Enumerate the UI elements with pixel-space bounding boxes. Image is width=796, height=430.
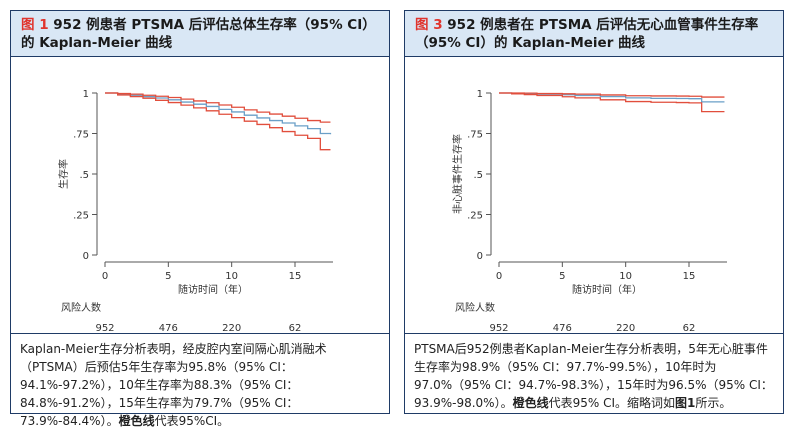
figure-label: 图 3 [415,17,443,33]
caption-tail: 代表95% CI。缩略词如 [548,396,675,410]
x-tick-label: 15 [289,271,302,282]
y-tick-label: .75 [467,130,483,141]
y-tick-label: .5 [473,170,483,181]
risk-count: 952 [95,323,114,333]
figure-title-text: 952 例患者在 PTSMA 后评估无心血管事件生存率（95% CI）的 Kap… [415,17,759,51]
caption-text: Kaplan-Meier生存分析表明，经皮腔内室间隔心肌消融术（PTSMA）后预… [20,342,327,428]
x-tick-label: 5 [559,271,565,282]
x-tick-label: 5 [165,271,171,282]
x-tick-label: 0 [102,271,108,282]
y-axis-label: 生存率 [57,159,70,189]
figure-title-text: 952 例患者 PTSMA 后评估总体生存率（95% CI）的 Kaplan-M… [21,17,376,51]
risk-count: 476 [553,323,572,333]
y-tick-label: 1 [83,89,89,100]
y-axis-label: 非心脏事件生存率 [451,134,464,214]
x-tick-label: 10 [225,271,238,282]
km-line-ci_upper [499,92,725,98]
x-tick-label: 0 [496,271,502,282]
figure-title: 图 3 952 例患者在 PTSMA 后评估无心血管事件生存率（95% CI）的… [405,11,783,57]
caption-bold-ref: 图1 [675,396,696,410]
figure-label: 图 1 [21,17,49,33]
y-tick-label: .25 [73,211,89,222]
risk-count: 220 [222,323,241,333]
figure-panel-3: 图 3 952 例患者在 PTSMA 后评估无心血管事件生存率（95% CI）的… [404,10,784,414]
km-line-estimate [105,92,332,135]
risk-table-title: 风险人数 [61,301,101,314]
km-line-ci_lower [499,92,725,113]
x-tick-label: 15 [683,271,696,282]
figure-panel-1: 图 1 952 例患者 PTSMA 后评估总体生存率（95% CI）的 Kapl… [10,10,390,428]
y-tick-label: .5 [79,170,89,181]
risk-table-title: 风险人数 [455,301,495,314]
km-line-ci_upper [105,92,331,123]
figure-caption: PTSMA后952例患者Kaplan-Meier生存分析表明，5年无心脏事件生存… [405,333,783,413]
risk-count: 62 [289,323,302,333]
figure-title: 图 1 952 例患者 PTSMA 后评估总体生存率（95% CI）的 Kapl… [11,11,389,57]
y-tick-label: 1 [477,89,483,100]
risk-count: 62 [683,323,696,333]
y-tick-label: .25 [467,211,483,222]
caption-bold: 橙色线 [512,396,549,410]
x-axis-label: 随访时间（年） [572,283,642,296]
caption-bold: 橙色线 [118,414,155,428]
caption-tail: 代表95%CI。 [154,414,230,428]
caption-text: PTSMA后952例患者Kaplan-Meier生存分析表明，5年无心脏事件生存… [414,342,773,410]
risk-count: 952 [489,323,508,333]
x-tick-label: 10 [619,271,632,282]
y-tick-label: 0 [83,251,89,262]
caption-tail-end: 所示。 [695,396,732,410]
y-tick-label: 0 [477,251,483,262]
y-tick-label: .75 [73,130,89,141]
x-axis-label: 随访时间（年） [178,283,248,296]
km-line-ci_lower [105,92,331,151]
risk-count: 220 [616,323,635,333]
risk-count: 476 [159,323,178,333]
figure-caption: Kaplan-Meier生存分析表明，经皮腔内室间隔心肌消融术（PTSMA）后预… [11,333,389,428]
